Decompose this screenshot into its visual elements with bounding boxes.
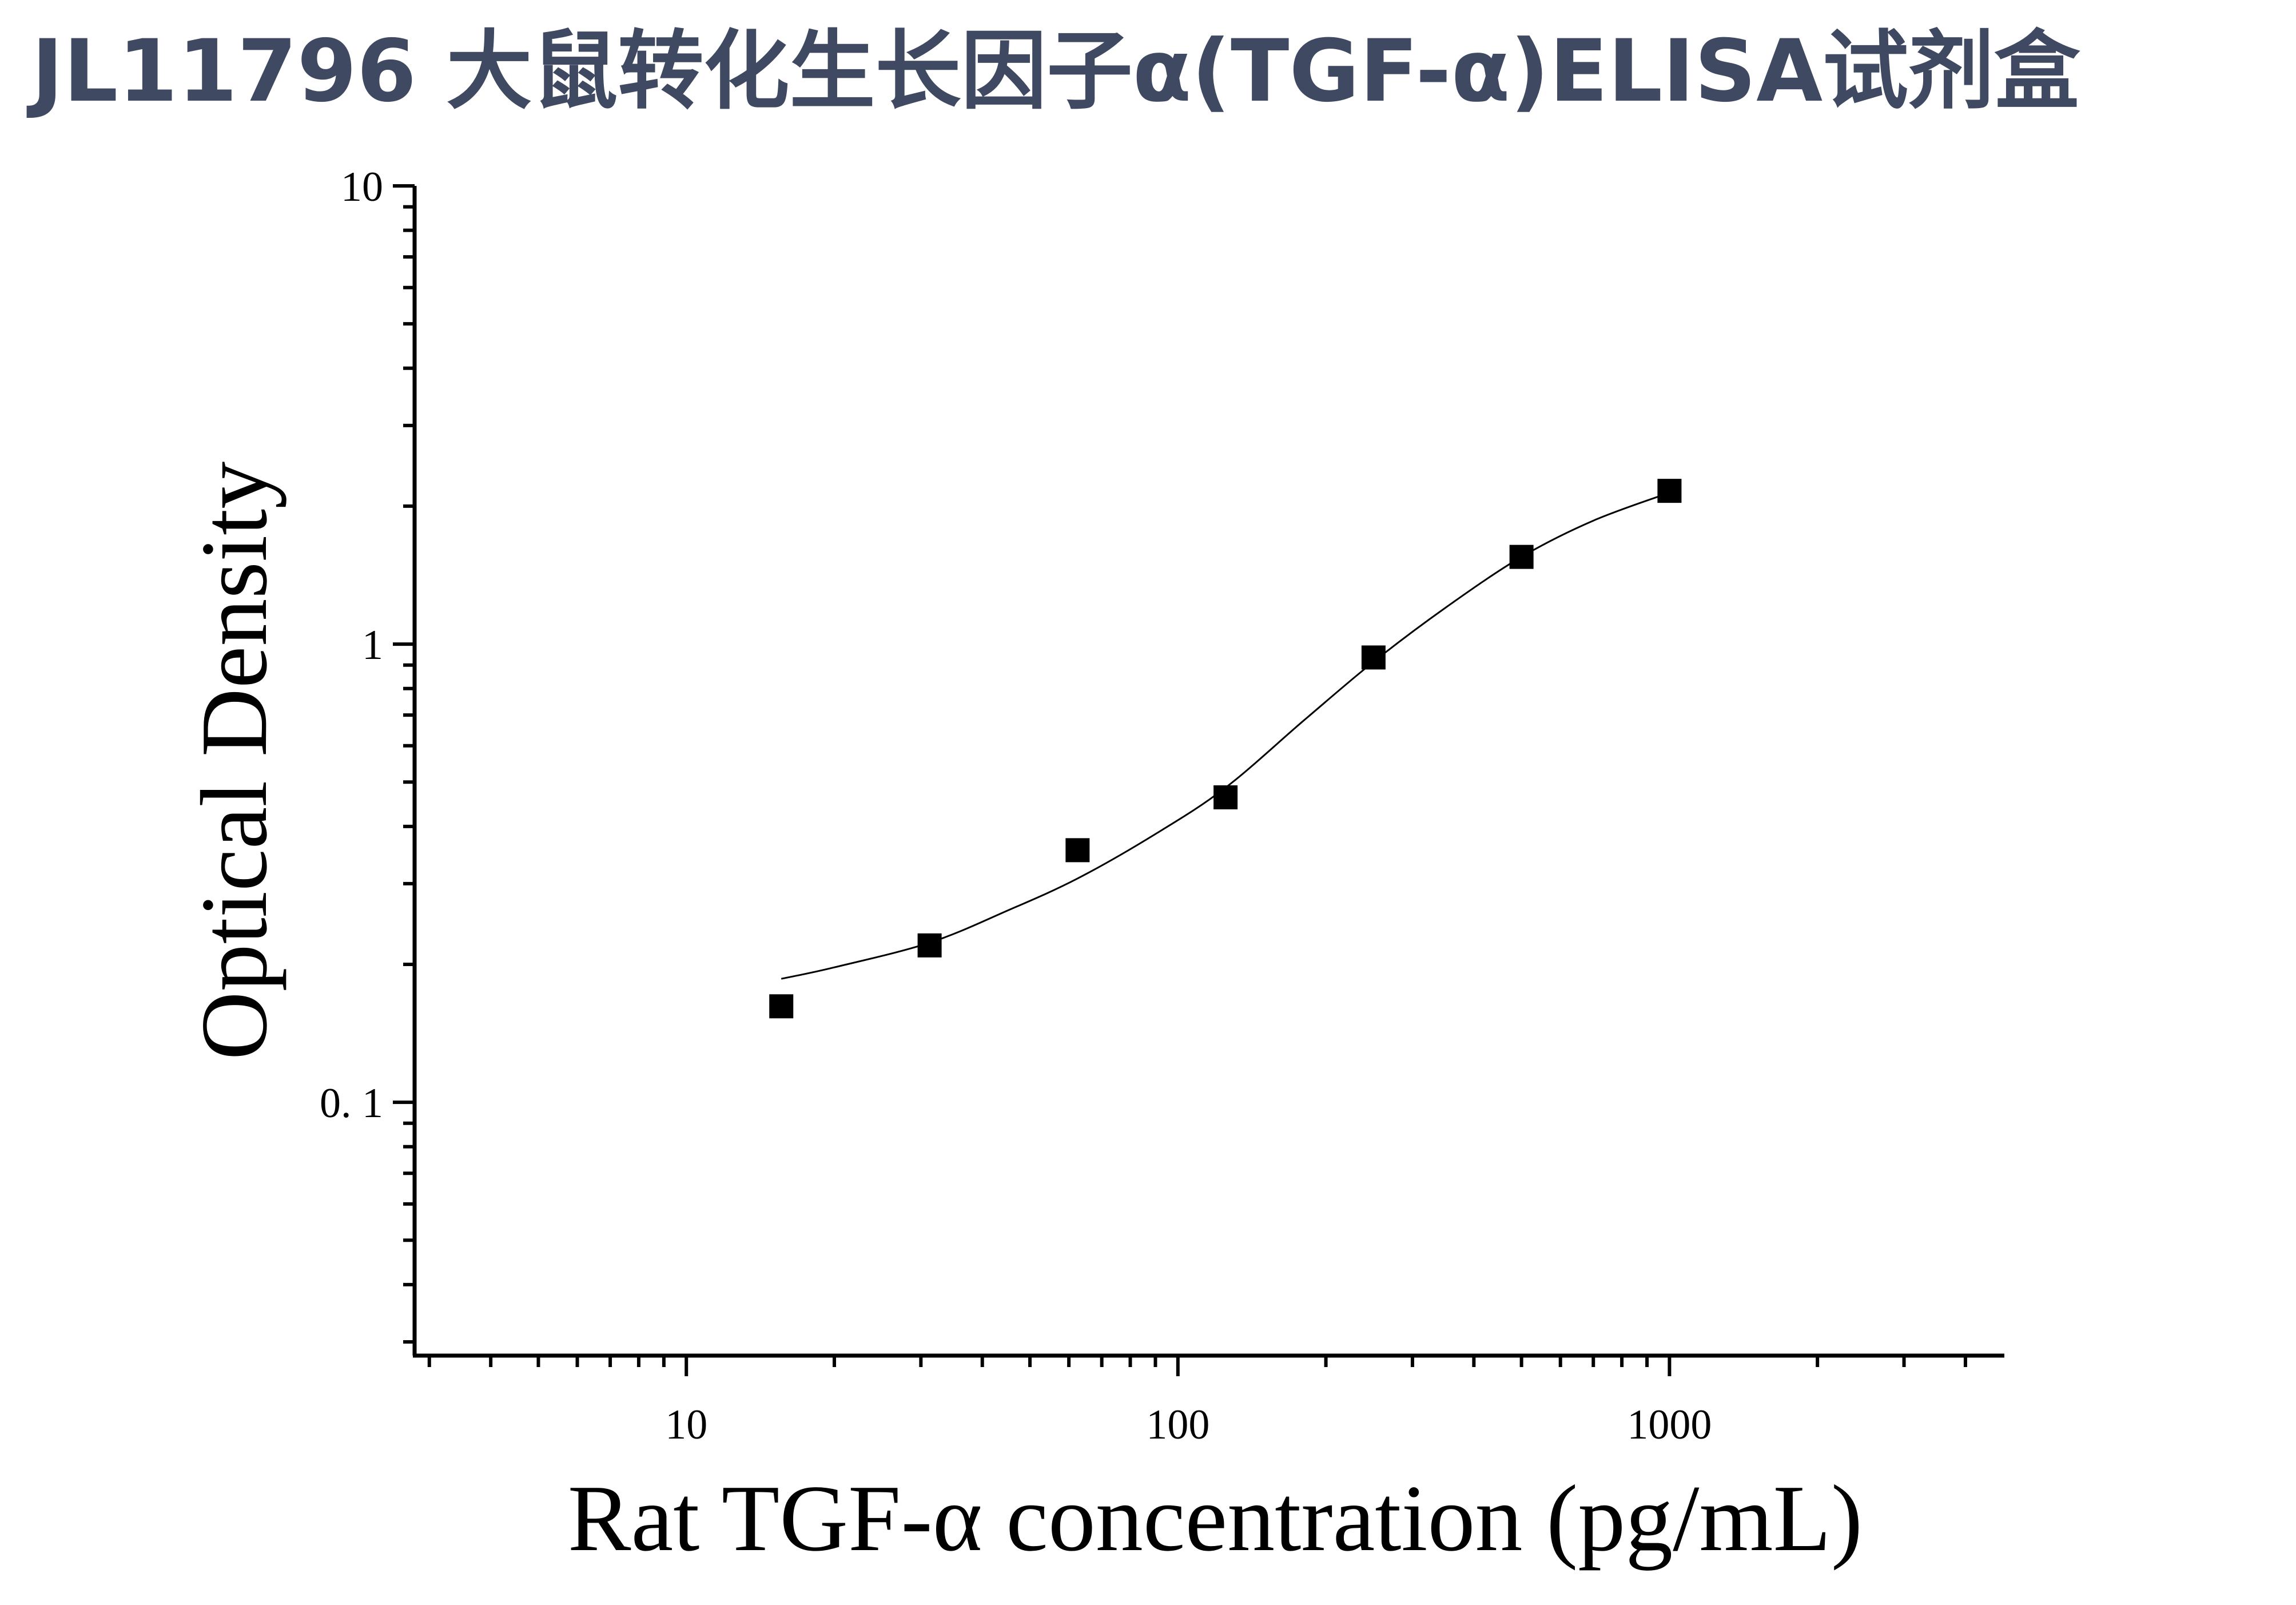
- x-tick-label: 10: [665, 1401, 707, 1448]
- y-tick-label: 10: [341, 164, 383, 210]
- y-axis-label: Optical Density: [181, 462, 286, 1060]
- data-point: [1065, 838, 1090, 863]
- data-point: [769, 994, 794, 1019]
- data-point: [1657, 479, 1682, 503]
- axes: [412, 186, 2004, 1358]
- data-points: [769, 479, 1682, 1019]
- ticks: [393, 184, 1967, 1376]
- fit-curve-group: [781, 491, 1670, 980]
- data-point: [917, 933, 942, 958]
- x-tick-label: 1000: [1627, 1401, 1712, 1448]
- chart-title: JL11796 大鼠转化生长因子α(TGF-α)ELISA试剂盒: [31, 22, 2080, 121]
- x-axis-label: Rat TGF-α concentration (pg/mL): [568, 1465, 1863, 1571]
- tick-labels: 10 100 1000 0. 1 1 10: [320, 164, 1712, 1448]
- y-tick-label: 0. 1: [320, 1080, 383, 1127]
- data-point: [1213, 785, 1238, 809]
- data-point: [1509, 545, 1534, 569]
- x-tick-label: 100: [1146, 1401, 1209, 1448]
- data-point: [1361, 645, 1386, 670]
- y-tick-label: 1: [362, 622, 383, 669]
- fit-curve: [781, 491, 1670, 980]
